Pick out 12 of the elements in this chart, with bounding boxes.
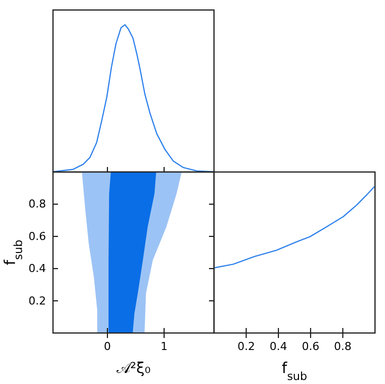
y-tick-label: 0.8 xyxy=(28,198,46,211)
x-tick-label: 0 xyxy=(104,340,111,353)
x-axis-title: 𝒜²ξ₀ xyxy=(116,359,151,377)
x-tick-label: 0.8 xyxy=(334,340,352,353)
y-tick-label: 0.2 xyxy=(28,294,46,308)
x-tick-label: 0.6 xyxy=(302,340,320,353)
x-tick-label: 0.2 xyxy=(237,340,255,353)
x-tick-label: 0.4 xyxy=(270,340,288,353)
x-axis-title: f$_{sub}$ xyxy=(282,359,308,382)
y-tick-label: 0.4 xyxy=(28,262,46,276)
y-tick-label: 0.6 xyxy=(28,230,46,243)
x-tick-label: 1 xyxy=(160,340,168,353)
